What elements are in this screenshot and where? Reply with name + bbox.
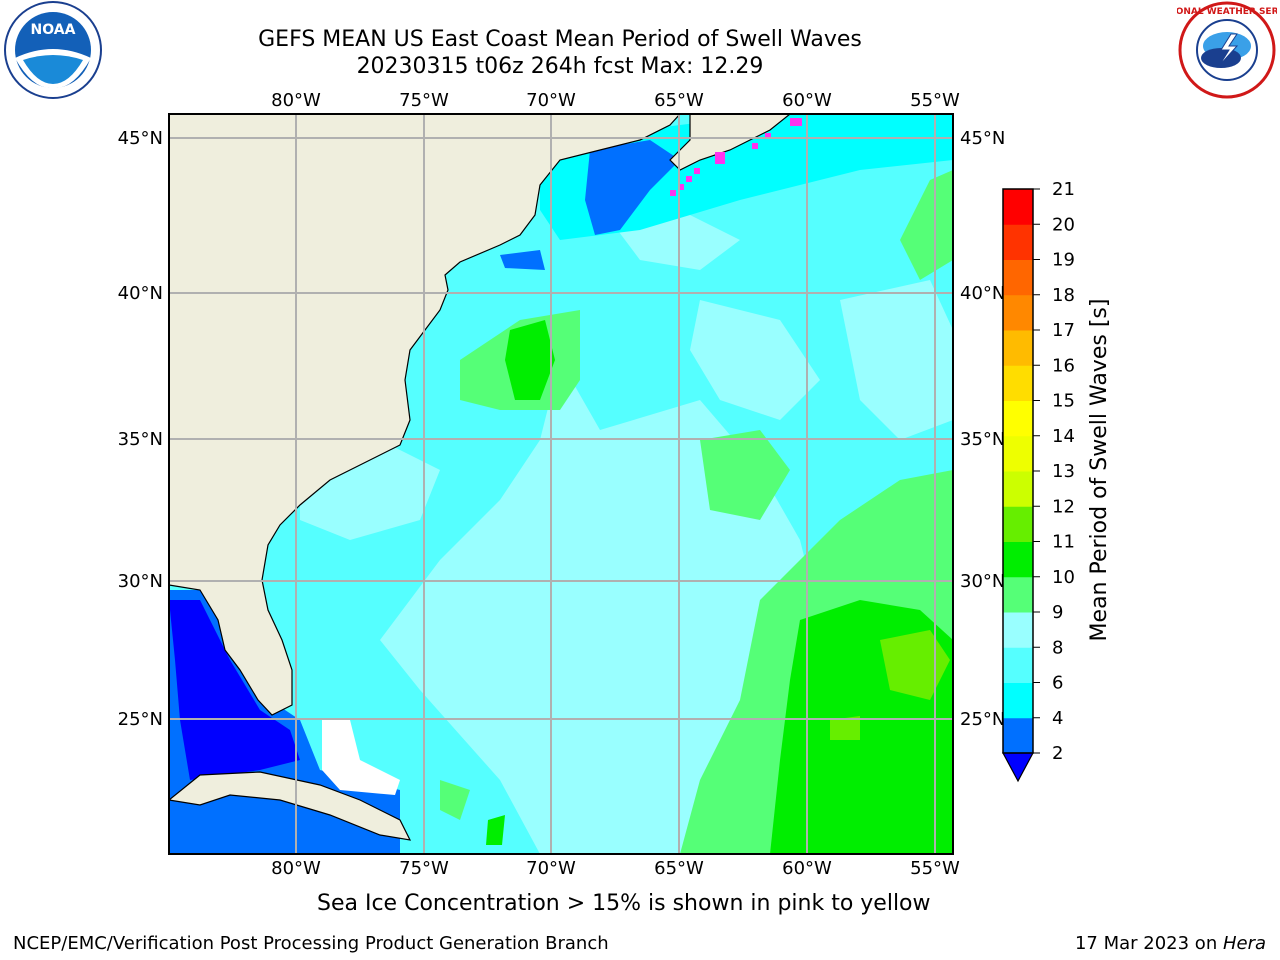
colorbar-segment	[1003, 647, 1033, 683]
chart-title: GEFS MEAN US East Coast Mean Period of S…	[258, 27, 862, 52]
lat-label-left: 45°N	[118, 128, 163, 149]
lat-label-right: 25°N	[960, 709, 1005, 730]
colorbar-tick-label: 18	[1052, 285, 1075, 306]
lon-label-bottom: 65°W	[654, 858, 704, 879]
lon-label-top: 80°W	[271, 90, 321, 111]
lat-label-left: 30°N	[118, 571, 163, 592]
colorbar-segment	[1003, 471, 1033, 507]
noaa-logo-text: NOAA	[31, 22, 76, 38]
footer-host: Hera	[1222, 933, 1266, 954]
colorbar-tick-label: 13	[1052, 461, 1075, 482]
colorbar-segment	[1003, 612, 1033, 648]
colorbar-segment	[1003, 365, 1033, 401]
lat-label-left: 25°N	[118, 709, 163, 730]
swell-0-2-zone	[169, 600, 300, 780]
colorbar-segment	[1003, 330, 1033, 366]
colorbar-tick-label: 8	[1052, 637, 1063, 658]
colorbar-tick-label: 11	[1052, 532, 1075, 553]
nws-logo: NATIONAL WEATHER SERVICE	[1177, 1, 1277, 99]
colorbar-tick-label: 20	[1052, 214, 1075, 235]
colorbar-segment	[1003, 189, 1033, 225]
footer-left: NCEP/EMC/Verification Post Processing Pr…	[13, 933, 609, 954]
noaa-logo: NOAA	[4, 1, 102, 99]
caption: Sea Ice Concentration > 15% is shown in …	[317, 891, 931, 916]
colorbar-segment	[1003, 435, 1033, 472]
land-cuba	[169, 771, 412, 841]
lon-label-top: 55°W	[910, 90, 960, 111]
lon-label-bottom: 80°W	[271, 858, 321, 879]
colorbar-tick-label: 16	[1052, 355, 1075, 376]
footer-right: 17 Mar 2023 on Hera	[1075, 933, 1266, 954]
colorbar-segment	[1003, 506, 1033, 542]
lon-label-bottom: 70°W	[526, 858, 576, 879]
colorbar-segment	[1003, 400, 1033, 437]
lat-label-right: 35°N	[960, 429, 1005, 450]
colorbar-tick-label: 14	[1052, 426, 1075, 447]
colorbar-extend-triangle	[1001, 752, 1035, 783]
map-frame	[168, 113, 954, 855]
colorbar-tick-label: 4	[1052, 708, 1063, 729]
lat-label-left: 35°N	[118, 429, 163, 450]
lon-label-bottom: 75°W	[399, 858, 449, 879]
nws-logo-text: NATIONAL WEATHER SERVICE	[1177, 7, 1277, 17]
lon-label-top: 70°W	[526, 90, 576, 111]
colorbar-segment	[1003, 259, 1033, 296]
land-nova-scotia	[669, 114, 791, 171]
colorbar	[1003, 189, 1033, 754]
lon-label-top: 75°W	[399, 90, 449, 111]
colorbar-tick-label: 2	[1052, 743, 1063, 764]
colorbar-tick-label: 19	[1052, 250, 1075, 271]
lon-label-top: 65°W	[654, 90, 704, 111]
sea-ice	[670, 118, 802, 196]
colorbar-tick-label: 17	[1052, 320, 1075, 341]
colorbar-tick-label: 6	[1052, 673, 1063, 694]
colorbar-segment	[1003, 576, 1033, 613]
lat-label-right: 40°N	[960, 283, 1005, 304]
colorbar-segment	[1003, 224, 1033, 260]
lat-label-right: 45°N	[960, 128, 1005, 149]
lon-label-bottom: 55°W	[910, 858, 960, 879]
lon-label-bottom: 60°W	[782, 858, 832, 879]
footer-date: 17 Mar 2023 on	[1074, 933, 1223, 954]
colorbar-segment	[1003, 541, 1033, 578]
colorbar-tick-label: 10	[1052, 567, 1075, 588]
masked-area	[322, 720, 400, 795]
lat-label-left: 40°N	[118, 283, 163, 304]
lon-label-top: 60°W	[782, 90, 832, 111]
graticule	[169, 114, 953, 854]
colorbar-tick-label: 21	[1052, 179, 1075, 200]
colorbar-segment	[1003, 717, 1033, 754]
colorbar-segment	[1003, 682, 1033, 719]
chart-subtitle: 20230315 t06z 264h fcst Max: 12.29	[356, 54, 764, 79]
colorbar-tick-label: 12	[1052, 496, 1075, 517]
colorbar-segment	[1003, 294, 1033, 331]
colorbar-label: Mean Period of Swell Waves [s]	[1087, 299, 1112, 642]
colorbar-tick-label: 15	[1052, 391, 1075, 412]
lat-label-right: 30°N	[960, 571, 1005, 592]
colorbar-tick-label: 9	[1052, 602, 1063, 623]
swell-11-12-zone	[830, 630, 950, 740]
